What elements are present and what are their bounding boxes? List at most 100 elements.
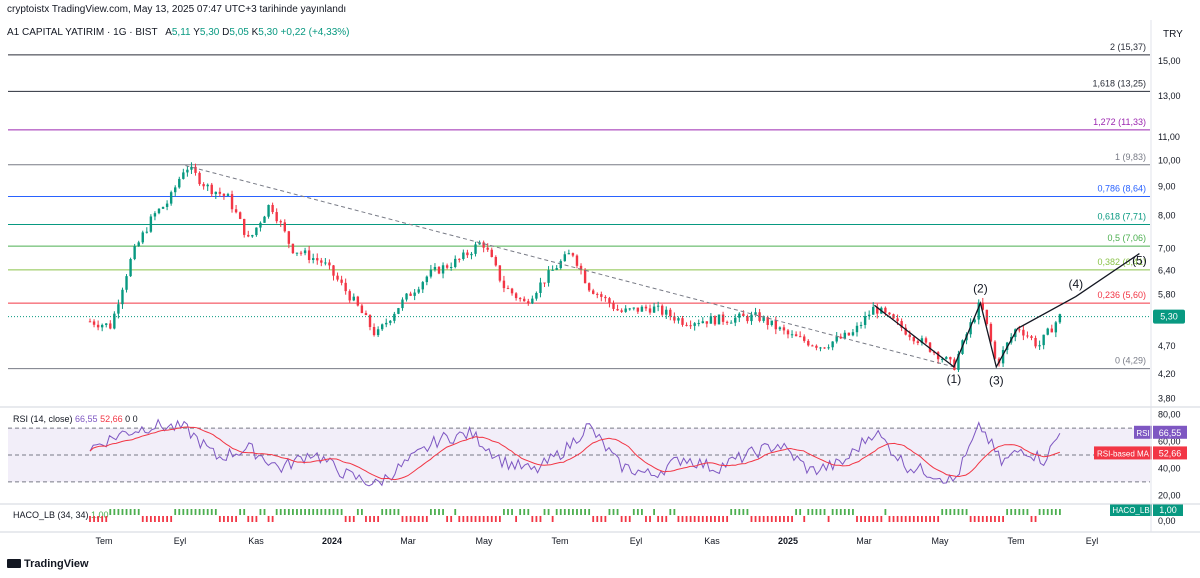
candle-body (376, 329, 380, 336)
candle-body (332, 265, 335, 276)
time-axis[interactable]: Tem Eyl Kas 2024 Mar May Tem Eyl Kas 2025 Mar May Te… (95, 536, 1098, 546)
candle-body (441, 265, 445, 274)
candle-body (778, 327, 782, 330)
candle-body (1058, 314, 1062, 323)
haco-bar (531, 516, 534, 522)
haco-bar (766, 516, 769, 522)
symbol-name[interactable]: A1 CAPITAL YATIRIM · 1G · BIST (7, 27, 158, 38)
haco-bar (482, 516, 485, 522)
haco-bar (401, 516, 404, 522)
candle-body (303, 250, 307, 254)
candle-body (571, 253, 575, 256)
haco-bar (892, 516, 895, 522)
haco-bar (807, 509, 810, 515)
price-change: +0,22 (+4,33%) (280, 27, 350, 38)
haco-bar (174, 509, 177, 515)
candle-body (701, 321, 704, 324)
candle-body (803, 336, 806, 341)
candle-body (368, 315, 372, 328)
candle-body (397, 308, 400, 314)
haco-bar (933, 516, 935, 522)
haco-bar (373, 516, 375, 522)
haco-bar (474, 516, 477, 522)
candle-body (608, 298, 611, 304)
haco-bar (324, 509, 327, 515)
candle-body (311, 258, 315, 260)
haco-bar (718, 516, 720, 522)
candle-body (1026, 335, 1029, 337)
candle-body (474, 244, 477, 254)
brand-footer[interactable]: TradingView (7, 558, 89, 570)
candle-body (673, 316, 676, 321)
rsi-badge-value: 66,55 (1159, 428, 1182, 438)
rsi-badge-name: RSI (1136, 429, 1149, 438)
haco-bar (450, 516, 453, 522)
haco-bar (117, 509, 120, 515)
price-tick-label: 11,00 (1158, 132, 1180, 142)
haco-bar (369, 516, 371, 522)
haco-bar (121, 509, 124, 515)
candle-body (600, 294, 603, 297)
candle-body (247, 234, 250, 237)
ohlc-high-key: Y (193, 27, 200, 38)
haco-bar (235, 516, 237, 522)
haco-bar (466, 516, 469, 522)
haco-bar (981, 516, 984, 522)
haco-bar (705, 516, 708, 522)
haco-bar (998, 516, 1000, 522)
haco-bar (925, 516, 927, 522)
haco-bar (612, 509, 615, 515)
haco-bar (93, 516, 95, 522)
haco-bar (584, 509, 586, 515)
haco-bar (847, 509, 850, 515)
candle-body (644, 306, 648, 309)
haco-bar (206, 509, 209, 515)
haco-bar (446, 516, 449, 522)
time-tick-label: May (475, 536, 493, 546)
candle-body (336, 275, 339, 280)
candle-body (279, 221, 282, 223)
haco-bar (693, 516, 696, 522)
haco-bar (344, 516, 347, 522)
publisher-caption: cryptoistx TradingView.com, May 13, 2025… (7, 4, 347, 15)
haco-bar (470, 516, 473, 522)
haco-bar (539, 516, 542, 522)
rsi-value: 66,55 (75, 414, 100, 424)
haco-bar (332, 509, 335, 515)
candle-body (113, 313, 116, 329)
fib-level-label: 1 (9,83) (1115, 152, 1146, 162)
candle-body (896, 318, 899, 322)
haco-bar (791, 516, 793, 522)
candle-body (847, 332, 851, 336)
candle-body (356, 296, 360, 306)
haco-bar (434, 509, 436, 515)
candle-body (1054, 322, 1058, 333)
haco-bar (860, 516, 862, 522)
candle-body (656, 305, 660, 307)
haco-bar (409, 516, 412, 522)
candle-body (137, 242, 140, 247)
haco-badge-name: HACO_LB (1112, 506, 1149, 515)
candle-body (661, 305, 664, 315)
ohlc-high: 5,30 (199, 27, 220, 38)
haco-bar (149, 516, 152, 522)
candle-body (149, 216, 153, 232)
haco-bar (856, 516, 858, 522)
candle-body (510, 288, 514, 294)
haco-bar (543, 509, 546, 515)
price-tick-label: 8,00 (1158, 210, 1176, 220)
candle-body (316, 258, 319, 261)
candle-body (729, 322, 733, 324)
haco-bar (170, 516, 173, 522)
rsi-pane[interactable]: 80,00 60,00 40,00 20,00 RSI (14, close) 66,5… (8, 410, 1187, 501)
candle-body (555, 268, 558, 270)
haco-bar (486, 516, 489, 522)
candle-body (1046, 328, 1049, 335)
candle-body (389, 320, 392, 323)
candle-body (182, 172, 185, 179)
haco-bar (580, 509, 582, 515)
haco-bar (519, 509, 522, 515)
price-pane[interactable]: 15,00 13,00 11,00 10,00 9,00 8,00 7,00 6,40 5,80… (8, 42, 1185, 404)
